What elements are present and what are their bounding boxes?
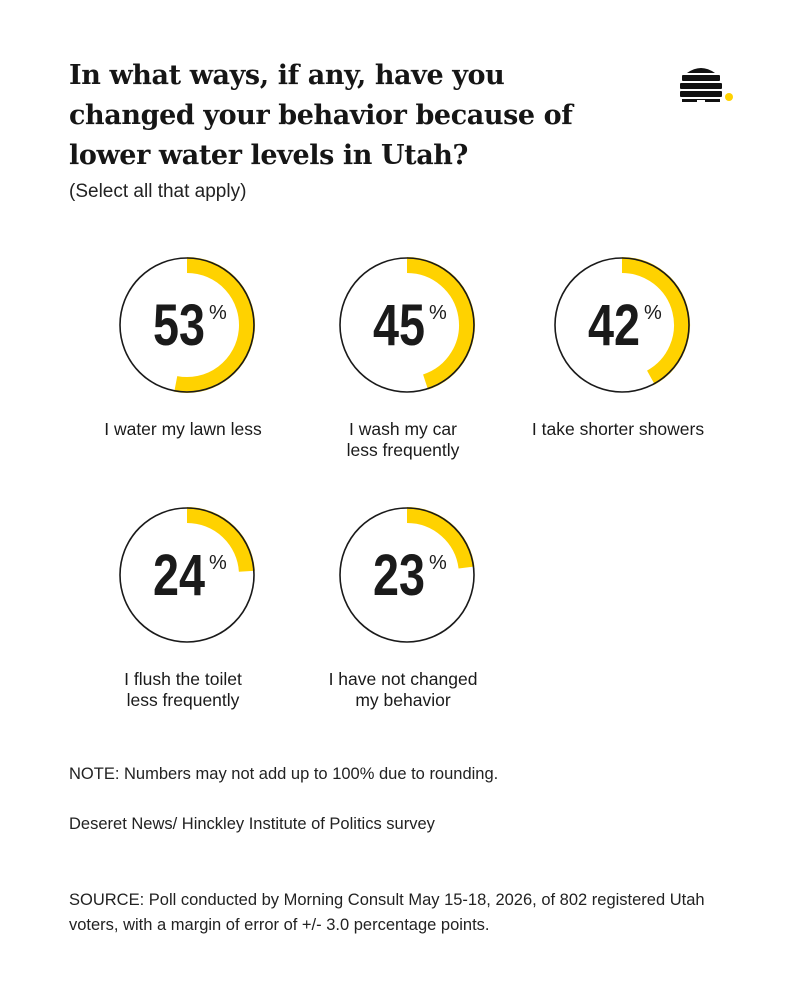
category-label-4: I flush the toilet less frequently [124,669,242,710]
value-arc-5 [406,507,475,569]
value-arc-3 [621,257,690,385]
donut-ring-1 [119,257,255,393]
donut-chart-grid: 53 % I water my lawn less 45 % I wash my car l… [104,257,704,710]
percent-sign-4: % [209,552,227,574]
percent-value-5: 23 [373,543,425,608]
percent-sign-1: % [209,302,227,324]
percent-sign-5: % [429,552,447,574]
credit-line: Deseret News/ Hinckley Institute of Poli… [69,815,435,833]
percent-value-4: 24 [153,543,205,608]
source-line: SOURCE: Poll conducted by Morning Consul… [69,891,705,934]
donut-ring-5 [339,507,475,643]
value-arc-2 [406,257,475,390]
chart-subtitle: (Select all that apply) [69,181,247,202]
percent-sign-2: % [429,302,447,324]
beehive-logo-icon [680,68,733,102]
donut-ring-4 [119,507,255,643]
category-label-2: I wash my car less frequently [347,419,460,460]
footnote: NOTE: Numbers may not add up to 100% due… [69,765,499,783]
category-label-3: I take shorter showers [532,419,704,439]
value-arc-4 [186,507,255,573]
donut-ring-3 [554,257,690,393]
category-label-1: I water my lawn less [104,419,262,439]
donut-ring-2 [339,257,475,393]
percent-sign-3: % [644,302,662,324]
percent-value-3: 42 [588,293,640,358]
value-arc-1 [174,257,255,393]
percent-value-1: 53 [153,293,205,358]
percent-value-2: 45 [373,293,425,358]
chart-title: In what ways, if any, have you changed y… [69,60,573,171]
category-label-5: I have not changed my behavior [329,669,478,710]
